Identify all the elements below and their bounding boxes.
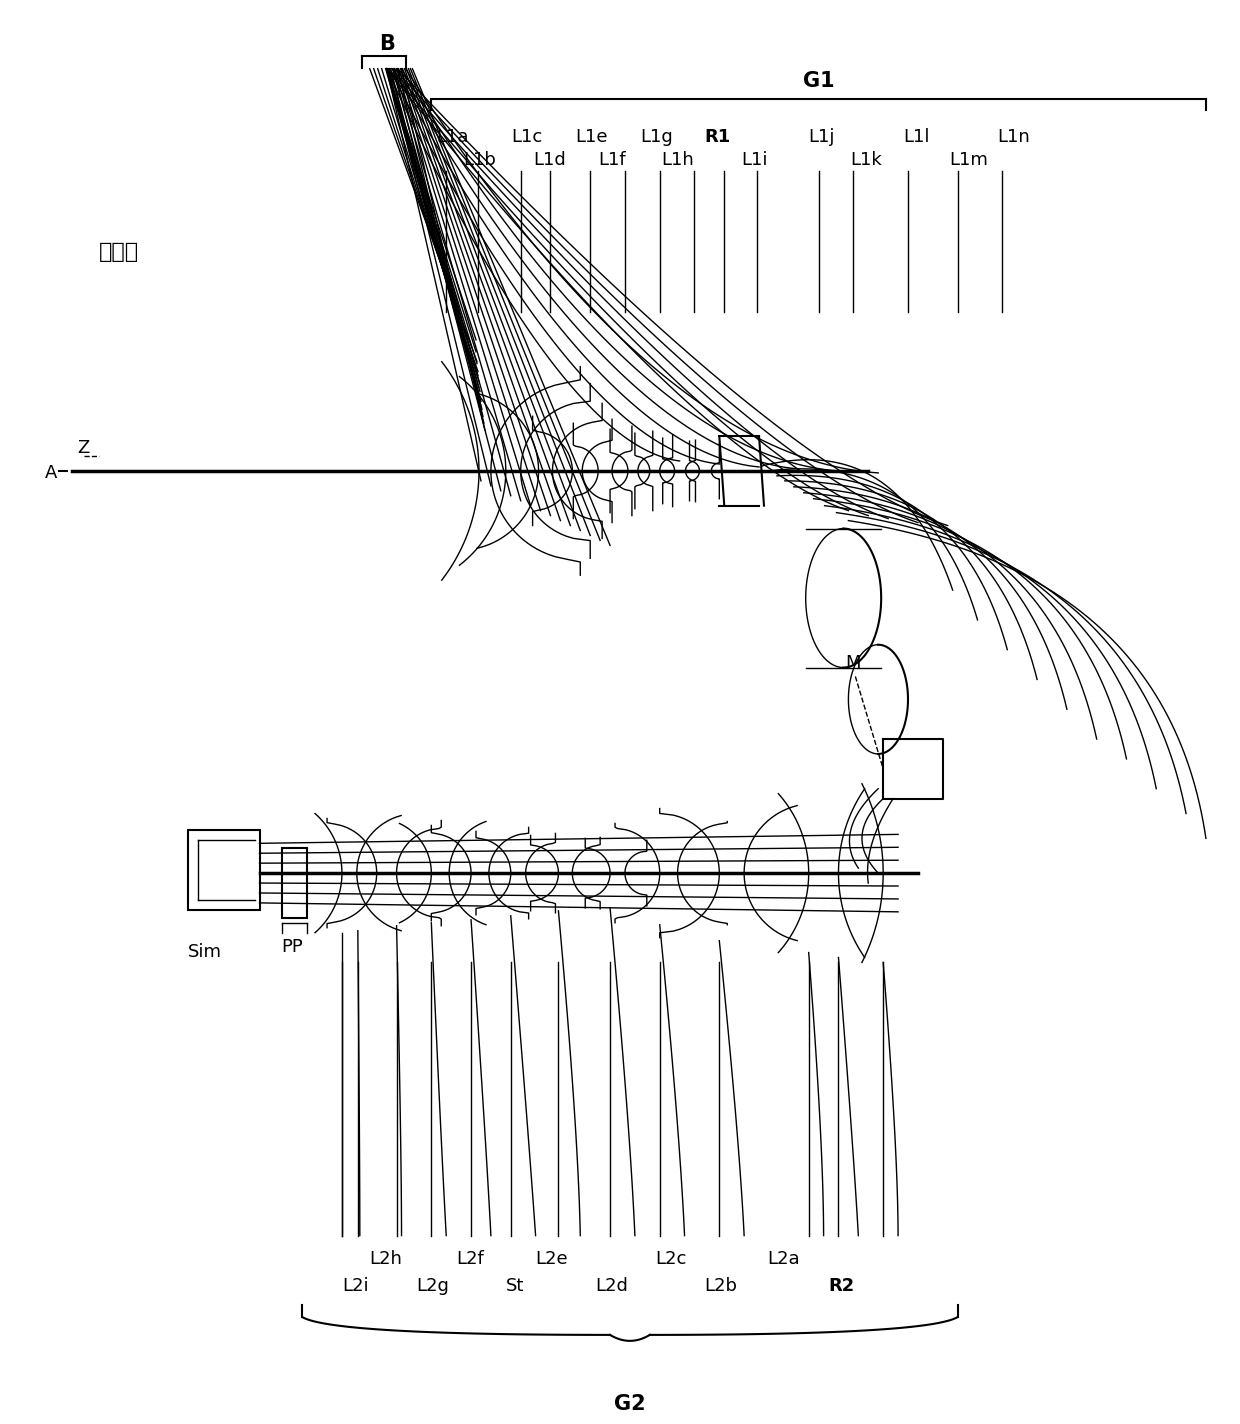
Text: L1i: L1i [742, 151, 768, 169]
Text: St: St [506, 1277, 525, 1296]
Text: L1b: L1b [463, 151, 496, 169]
Bar [283, 849, 308, 918]
Text: Z: Z [78, 439, 89, 457]
Text: L2g: L2g [417, 1277, 449, 1296]
Text: 广角端: 广角端 [99, 242, 139, 262]
Text: R2: R2 [828, 1277, 854, 1296]
Text: L2d: L2d [595, 1277, 627, 1296]
Text: L1g: L1g [640, 128, 672, 147]
Text: Sim: Sim [188, 943, 222, 961]
Text: L2f: L2f [456, 1250, 484, 1269]
Text: L1e: L1e [575, 128, 608, 147]
Text: L1j: L1j [808, 128, 836, 147]
Text: L1d: L1d [533, 151, 567, 169]
Text: G1: G1 [802, 71, 835, 91]
Text: L2i: L2i [342, 1277, 368, 1296]
Text: PP: PP [281, 937, 303, 956]
Text: L1h: L1h [662, 151, 694, 169]
Text: L1n: L1n [997, 128, 1030, 147]
Text: L1f: L1f [598, 151, 626, 169]
Text: L1m: L1m [950, 151, 988, 169]
Text: L1k: L1k [851, 151, 882, 169]
Text: L2h: L2h [370, 1250, 403, 1269]
Text: R1: R1 [704, 128, 730, 147]
Text: L1l: L1l [903, 128, 930, 147]
Text: L2e: L2e [536, 1250, 568, 1269]
Text: G2: G2 [614, 1394, 646, 1414]
Bar [188, 830, 259, 910]
Text: A: A [45, 464, 57, 481]
Text: L2a: L2a [768, 1250, 800, 1269]
Text: L2c: L2c [655, 1250, 686, 1269]
Text: L2b: L2b [704, 1277, 738, 1296]
Text: M: M [844, 654, 861, 672]
Text: B: B [378, 34, 394, 54]
Text: L1c: L1c [511, 128, 542, 147]
Text: L1a: L1a [436, 128, 469, 147]
